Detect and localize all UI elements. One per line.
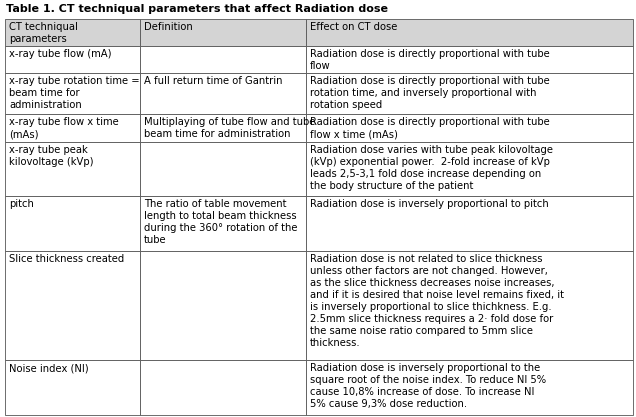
Bar: [5, 19, 140, 46]
Text: Radiation dose varies with tube peak kilovoltage
(kVp) exponential power.  2-fol: Radiation dose varies with tube peak kil…: [310, 145, 553, 191]
Text: Definition: Definition: [144, 22, 193, 32]
Bar: [140, 73, 307, 114]
Text: pitch: pitch: [9, 199, 34, 209]
Bar: [307, 19, 633, 46]
Bar: [5, 251, 140, 360]
Text: Noise index (NI): Noise index (NI): [9, 363, 88, 373]
Text: Radiation dose is directly proportional with tube
flow x time (mAs): Radiation dose is directly proportional …: [310, 117, 550, 139]
Bar: [140, 19, 307, 46]
Text: A full return time of Gantrin: A full return time of Gantrin: [144, 76, 282, 86]
Text: The ratio of table movement
length to total beam thickness
during the 360° rotat: The ratio of table movement length to to…: [144, 199, 298, 245]
Bar: [140, 114, 307, 142]
Bar: [5, 360, 140, 415]
Text: Table 1. CT techniqual parameters that affect Radiation dose: Table 1. CT techniqual parameters that a…: [6, 4, 389, 14]
Text: x-ray tube flow (mA): x-ray tube flow (mA): [9, 49, 111, 59]
Text: Effect on CT dose: Effect on CT dose: [310, 22, 398, 32]
Text: Slice thickness created: Slice thickness created: [9, 254, 124, 264]
Text: Radiation dose is inversely proportional to pitch: Radiation dose is inversely proportional…: [310, 199, 549, 209]
Bar: [307, 360, 633, 415]
Bar: [307, 114, 633, 142]
Bar: [140, 142, 307, 196]
Bar: [307, 142, 633, 196]
Bar: [307, 73, 633, 114]
Text: CT techniqual
parameters: CT techniqual parameters: [9, 22, 78, 44]
Bar: [140, 360, 307, 415]
Text: Multiplaying of tube flow and tube
beam time for administration: Multiplaying of tube flow and tube beam …: [144, 117, 315, 139]
Bar: [5, 46, 140, 73]
Text: Radiation dose is directly proportional with tube
flow: Radiation dose is directly proportional …: [310, 49, 550, 71]
Bar: [307, 46, 633, 73]
Bar: [140, 196, 307, 251]
Bar: [5, 142, 140, 196]
Text: Radiation dose is directly proportional with tube
rotation time, and inversely p: Radiation dose is directly proportional …: [310, 76, 550, 111]
Bar: [5, 73, 140, 114]
Bar: [307, 251, 633, 360]
Bar: [140, 46, 307, 73]
Bar: [5, 196, 140, 251]
Text: x-ray tube peak
kilovoltage (kVp): x-ray tube peak kilovoltage (kVp): [9, 145, 93, 167]
Bar: [307, 196, 633, 251]
Bar: [5, 114, 140, 142]
Text: x-ray tube rotation time =
beam time for
administration: x-ray tube rotation time = beam time for…: [9, 76, 139, 111]
Text: Radiation dose is inversely proportional to the
square root of the noise index. : Radiation dose is inversely proportional…: [310, 363, 546, 409]
Text: x-ray tube flow x time
(mAs): x-ray tube flow x time (mAs): [9, 117, 119, 139]
Bar: [140, 251, 307, 360]
Text: Radiation dose is not related to slice thickness
unless other factors are not ch: Radiation dose is not related to slice t…: [310, 254, 564, 348]
